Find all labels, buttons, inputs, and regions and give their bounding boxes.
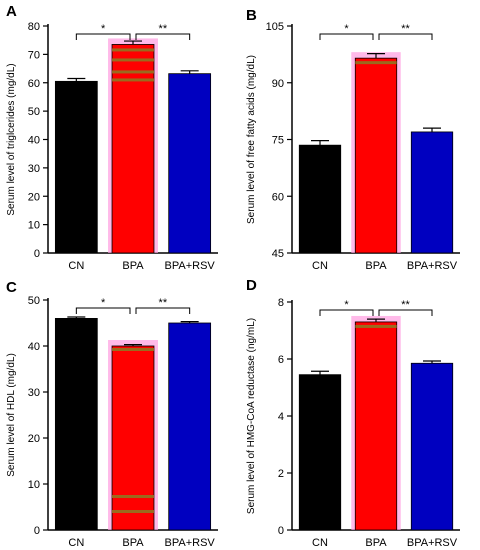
significance-label: ** bbox=[401, 23, 410, 35]
y-tick-label: 80 bbox=[28, 21, 40, 33]
y-tick-label: 40 bbox=[28, 341, 40, 353]
significance-bracket bbox=[75, 307, 131, 314]
bar-bpa-rsv bbox=[168, 73, 212, 254]
y-tick-label: 60 bbox=[272, 191, 284, 203]
x-category-label: CN bbox=[68, 260, 84, 272]
y-tick-label: 4 bbox=[278, 411, 284, 423]
x-category-label: BPA bbox=[365, 537, 387, 549]
bar-stripe bbox=[112, 48, 154, 52]
y-tick-label: 6 bbox=[278, 354, 284, 366]
significance-bracket bbox=[319, 309, 374, 316]
significance-label: * bbox=[344, 23, 349, 35]
significance-bracket bbox=[378, 33, 433, 40]
y-tick-label: 30 bbox=[28, 387, 40, 399]
y-tick-label: 10 bbox=[28, 220, 40, 232]
x-category-label: CN bbox=[312, 537, 328, 549]
significance-label: ** bbox=[401, 299, 410, 311]
significance-label: * bbox=[344, 299, 349, 311]
chart-panel-b: B 45 60 75 90 105 Serum level of free fatty ac… bbox=[246, 7, 460, 272]
y-tick-label: 40 bbox=[28, 135, 40, 147]
significance-label: ** bbox=[159, 297, 168, 309]
bar-bpa-rsv bbox=[168, 322, 212, 531]
bar-cn bbox=[54, 317, 98, 531]
y-axis-label: Serum level of HDL (mg/dL) bbox=[6, 353, 17, 477]
bar-bpa bbox=[111, 44, 155, 254]
panel-letter: C bbox=[6, 279, 17, 296]
x-category-label: BPA+RSV bbox=[407, 537, 458, 549]
chart-panel-a: A 0 10 20 30 40 50 60 70 80 Serum level of triglce… bbox=[6, 3, 218, 272]
bar-stripe bbox=[112, 495, 154, 498]
panel-letter: D bbox=[246, 277, 257, 294]
y-tick-label: 75 bbox=[272, 135, 284, 147]
bar-stripe bbox=[112, 348, 154, 351]
bar-stripe bbox=[112, 70, 154, 74]
bar-bpa bbox=[354, 57, 398, 254]
panel-letter: B bbox=[246, 7, 257, 24]
bar-bpa bbox=[111, 345, 155, 531]
x-category-label: CN bbox=[312, 260, 328, 272]
bar-bpa-rsv bbox=[410, 362, 454, 531]
x-category-label: BPA bbox=[122, 537, 144, 549]
y-axis-label: Serum level of triglcerides (mg/dL) bbox=[6, 63, 17, 215]
bar-stripe bbox=[355, 61, 397, 65]
y-tick-label: 105 bbox=[266, 21, 284, 33]
y-tick-label: 0 bbox=[34, 248, 40, 260]
y-axis-label: Serum level of free fatty acids (mg/dL) bbox=[246, 55, 257, 224]
y-tick-label: 8 bbox=[278, 297, 284, 309]
bar-bpa bbox=[354, 321, 398, 531]
y-tick-label: 0 bbox=[278, 525, 284, 537]
significance-bracket bbox=[75, 33, 131, 40]
y-tick-label: 10 bbox=[28, 479, 40, 491]
bar-stripe bbox=[112, 58, 154, 62]
y-tick-label: 70 bbox=[28, 49, 40, 61]
y-tick-label: 20 bbox=[28, 191, 40, 203]
chart-panel-d: D 0 2 4 6 8 Serum level of HMG-CoA reductase (… bbox=[246, 277, 460, 549]
bar-cn bbox=[298, 144, 342, 254]
y-axis-label: Serum level of HMG-CoA reductase (ng/mL) bbox=[246, 318, 257, 514]
x-category-label: BPA bbox=[122, 260, 144, 272]
y-tick-label: 50 bbox=[28, 295, 40, 307]
bar-stripe bbox=[112, 510, 154, 513]
x-category-label: BPA+RSV bbox=[165, 260, 216, 272]
y-tick-label: 30 bbox=[28, 163, 40, 175]
significance-bracket bbox=[319, 33, 374, 40]
y-tick-label: 2 bbox=[278, 468, 284, 480]
significance-label: * bbox=[101, 23, 106, 35]
bar-stripe bbox=[112, 78, 154, 82]
significance-bracket bbox=[135, 33, 191, 40]
x-category-label: CN bbox=[68, 537, 84, 549]
x-category-label: BPA+RSV bbox=[165, 537, 216, 549]
significance-bracket bbox=[378, 309, 433, 316]
bar-cn bbox=[54, 80, 98, 254]
chart-panel-c: C 0 10 20 30 40 50 Serum level of HDL (mg/dL) CN… bbox=[6, 279, 218, 549]
bar-bpa-rsv bbox=[410, 131, 454, 254]
bar-cn bbox=[298, 374, 342, 531]
panel-letter: A bbox=[6, 3, 17, 20]
y-tick-label: 20 bbox=[28, 433, 40, 445]
y-tick-label: 90 bbox=[272, 78, 284, 90]
y-tick-label: 45 bbox=[272, 248, 284, 260]
y-tick-label: 50 bbox=[28, 106, 40, 118]
significance-bracket bbox=[135, 307, 191, 314]
x-category-label: BPA bbox=[365, 260, 387, 272]
bar-stripe bbox=[355, 324, 397, 328]
y-tick-label: 0 bbox=[34, 525, 40, 537]
significance-label: ** bbox=[159, 23, 168, 35]
significance-label: * bbox=[101, 297, 106, 309]
y-tick-label: 60 bbox=[28, 78, 40, 90]
x-category-label: BPA+RSV bbox=[407, 260, 458, 272]
